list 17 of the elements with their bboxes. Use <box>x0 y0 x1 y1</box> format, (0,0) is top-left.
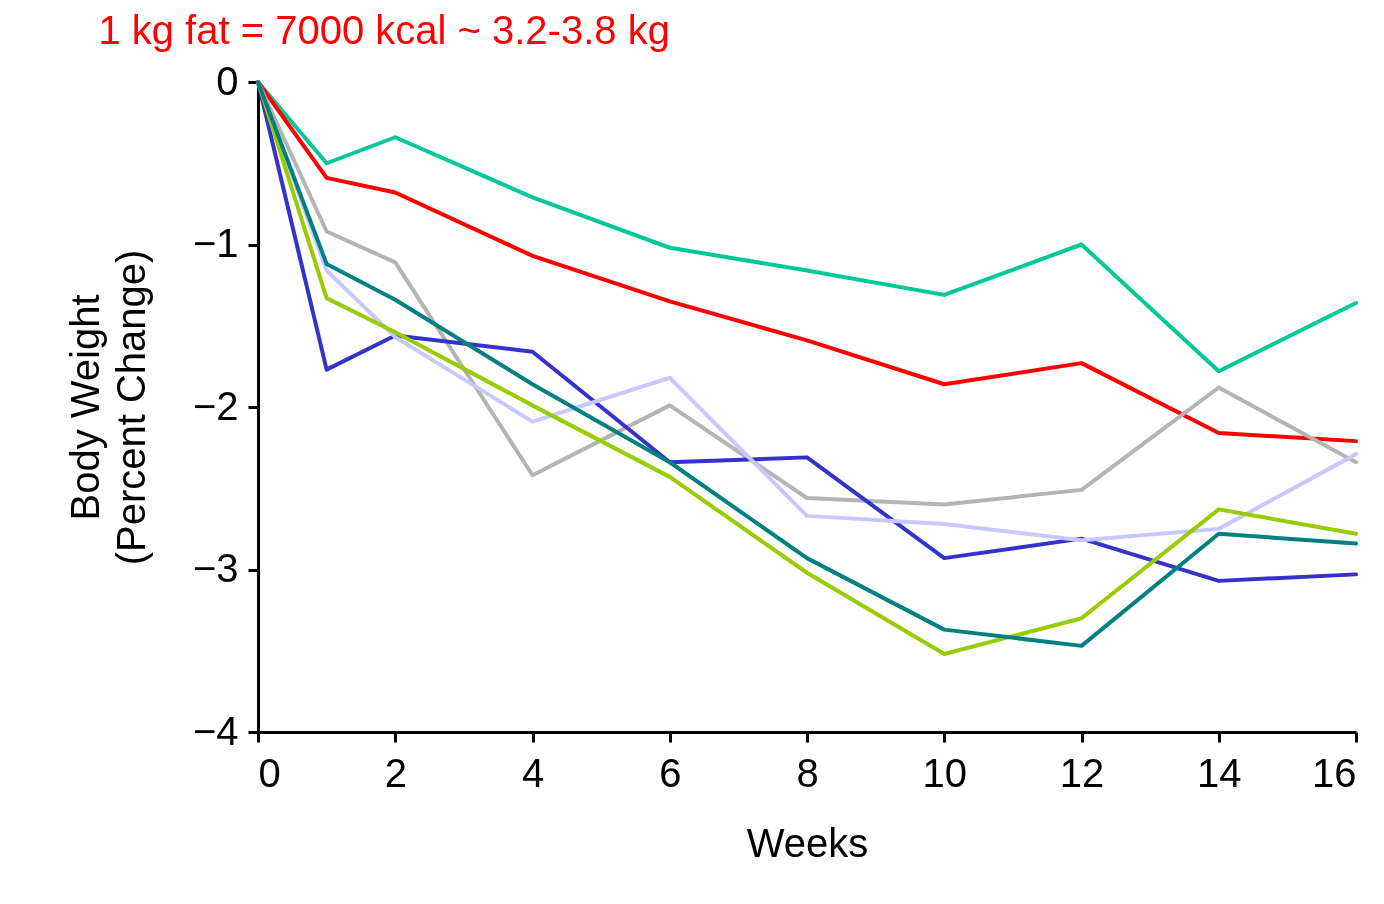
y-tick-label: −3 <box>192 546 239 590</box>
y-tick-label: −4 <box>192 708 239 753</box>
x-tick-label: 12 <box>1059 750 1105 795</box>
x-axis-title: Weeks <box>746 820 869 865</box>
y-tick-label: 0 <box>216 58 239 103</box>
y-axis-title: Body Weight (Percent Change) <box>62 249 153 566</box>
x-tick-label: 0 <box>258 750 281 795</box>
x-tick-label: 4 <box>521 750 545 795</box>
x-tick-label: 6 <box>659 750 682 795</box>
x-tick-label: 10 <box>922 750 967 795</box>
y-tick-label: −2 <box>192 383 239 428</box>
x-tick-label: 14 <box>1197 750 1242 795</box>
x-tick-label: 8 <box>796 750 819 795</box>
x-tick-label: 2 <box>384 750 407 795</box>
y-tick-label: −1 <box>192 221 239 265</box>
chart-title: 1 kg fat = 7000 kcal ~ 3.2-3.8 kg <box>98 8 670 52</box>
x-tick-label: 16 <box>1312 750 1357 795</box>
